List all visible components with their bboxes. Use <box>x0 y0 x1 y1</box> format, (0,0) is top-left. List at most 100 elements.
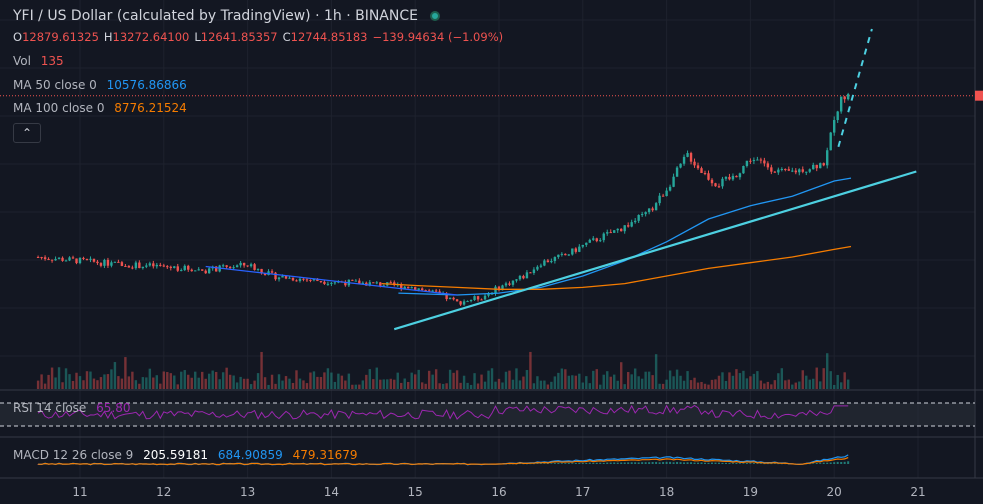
candle-body <box>668 186 672 191</box>
candle-body <box>246 265 249 267</box>
date-axis-label: 14 <box>323 485 340 499</box>
volume-bar <box>630 374 633 389</box>
macd-histogram-bar <box>658 462 661 464</box>
volume-bar <box>190 377 193 389</box>
volume-bar <box>375 367 378 389</box>
candle-body <box>661 195 665 197</box>
candle-body <box>372 282 375 284</box>
volume-bar <box>696 382 700 389</box>
candle-body <box>553 257 557 261</box>
candle-body <box>249 264 253 267</box>
macd-histogram-bar <box>686 462 689 464</box>
rsi-legend[interactable]: RSI 14 close 65.80 <box>13 401 131 415</box>
candle-body <box>581 244 584 247</box>
volume-bar <box>183 370 186 389</box>
volume-bar <box>323 372 326 389</box>
volume-bar <box>43 383 47 389</box>
candle-body <box>173 266 176 268</box>
ma100-line <box>381 245 852 290</box>
candle-body <box>333 282 337 284</box>
market-status-icon <box>429 11 440 21</box>
open-label: O <box>13 30 23 44</box>
volume-bar <box>225 367 228 389</box>
volume-bar <box>721 372 724 389</box>
candle-body <box>588 239 591 243</box>
collapse-legend-button[interactable]: ⌃ <box>13 123 41 143</box>
macd-histogram-bar <box>616 462 619 464</box>
candle-body <box>54 258 57 261</box>
volume-bar <box>784 380 787 389</box>
candle-body <box>647 208 651 213</box>
macd-signal-value: 479.31679 <box>292 448 358 462</box>
candle-body <box>176 266 179 271</box>
volume-bar <box>787 379 791 389</box>
candle-body <box>326 283 330 285</box>
projection-dashed-line <box>837 28 873 148</box>
candle-body <box>829 132 832 151</box>
macd-histogram-bar <box>756 463 759 464</box>
macd-histogram-bar <box>630 462 633 464</box>
candle-body <box>787 169 791 171</box>
volume-bar <box>438 383 441 389</box>
chart-grid <box>0 0 983 479</box>
candle-body <box>693 161 696 166</box>
candle-body <box>197 269 200 271</box>
volume-bar <box>724 380 728 389</box>
macd-histogram-bar <box>648 462 651 464</box>
volume-bar <box>284 376 288 389</box>
close-value: 12744.85183 <box>290 30 368 44</box>
volume-bar <box>469 384 473 389</box>
ma100-legend[interactable]: MA 100 close 0 8776.21524 <box>13 101 187 115</box>
candle-body <box>141 266 145 269</box>
volume-bar <box>316 376 319 389</box>
volume-bar <box>780 368 784 389</box>
volume-bar <box>602 374 605 389</box>
macd-pane <box>37 454 850 466</box>
volume-bar <box>270 374 274 389</box>
volume-bar <box>689 380 693 389</box>
candle-body <box>846 94 850 100</box>
macd-histogram-bar <box>613 462 616 464</box>
candle-body <box>839 96 843 112</box>
macd-histogram-bar <box>620 462 623 464</box>
macd-histogram-bar <box>641 462 644 464</box>
macd-label: MACD 12 26 close 9 <box>13 448 134 462</box>
candle-body <box>207 268 211 274</box>
macd-histogram-bar <box>553 463 556 464</box>
candle-body <box>414 287 417 290</box>
macd-histogram-bar <box>812 463 815 464</box>
volume-bar <box>742 370 745 389</box>
candle-body <box>469 300 473 302</box>
candle-body <box>805 171 808 173</box>
macd-histogram-bar <box>700 462 703 464</box>
candle-body <box>330 282 333 284</box>
candle-body <box>595 238 598 242</box>
candle-body <box>403 286 406 289</box>
ma50-label: MA 50 close 0 <box>13 78 97 92</box>
candle-body <box>64 260 68 262</box>
candle-body <box>812 164 815 170</box>
macd-histogram-bar <box>710 462 713 464</box>
ma50-legend[interactable]: MA 50 close 0 10576.86866 <box>13 78 187 92</box>
volume-bar <box>560 368 564 389</box>
volume-legend[interactable]: Vol 135 <box>13 54 64 68</box>
candle-body <box>536 266 539 270</box>
macd-histogram-bar <box>571 463 574 464</box>
candle-body <box>134 262 138 269</box>
candle-body <box>92 258 96 262</box>
volume-bar <box>351 384 354 389</box>
volume-bar <box>770 384 773 389</box>
volume-bar <box>96 380 99 389</box>
candle-body <box>113 261 117 263</box>
volume-bar <box>110 369 113 389</box>
macd-legend[interactable]: MACD 12 26 close 9 205.59181 684.90859 4… <box>13 448 358 462</box>
volume-bar <box>455 370 459 389</box>
candle-body <box>689 153 693 162</box>
candle-body <box>270 271 274 273</box>
macd-hist-value: 205.59181 <box>143 448 209 462</box>
candle-body <box>148 263 152 266</box>
candle-body <box>169 266 172 268</box>
volume-bar <box>64 368 68 389</box>
